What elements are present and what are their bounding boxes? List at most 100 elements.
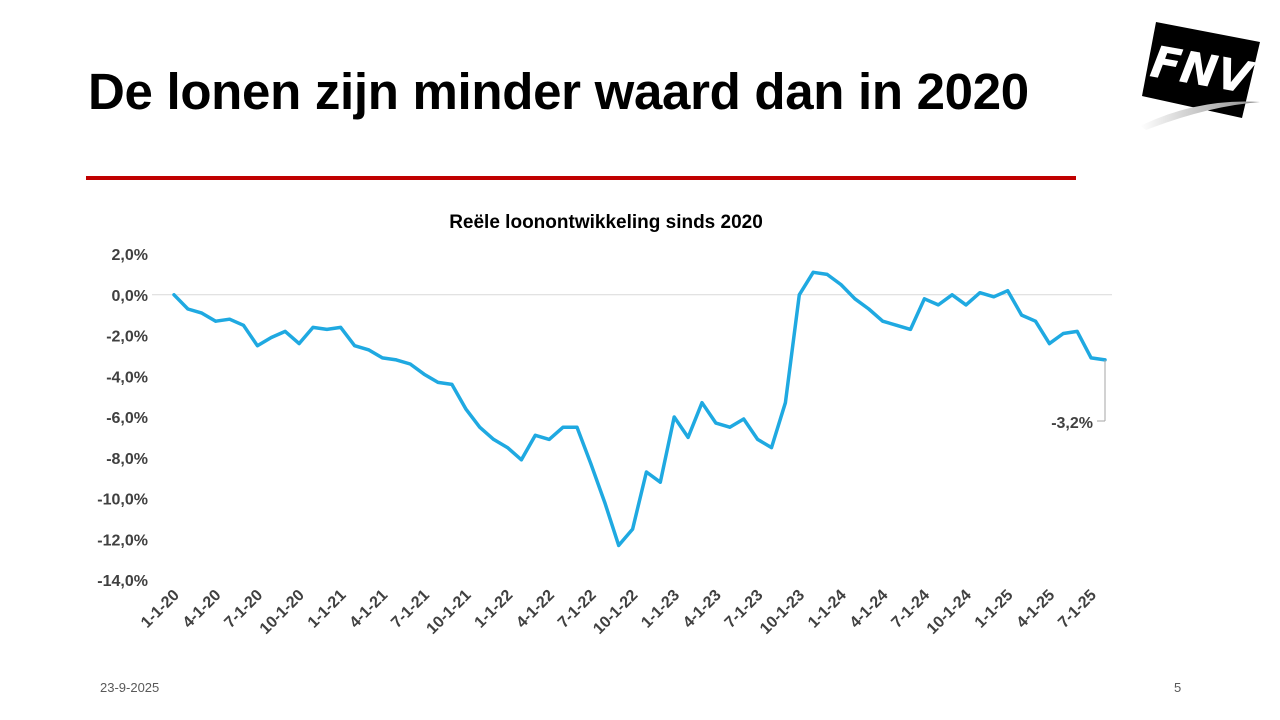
x-tick-label: 10-1-22 bbox=[590, 587, 641, 638]
data-point bbox=[964, 303, 968, 307]
data-point bbox=[797, 293, 801, 297]
data-point bbox=[867, 307, 871, 311]
data-point bbox=[367, 348, 370, 352]
data-point bbox=[255, 344, 259, 348]
x-tick-label: 1-1-21 bbox=[305, 587, 350, 632]
data-point bbox=[978, 291, 982, 295]
data-point bbox=[450, 382, 454, 386]
data-point bbox=[770, 446, 773, 450]
data-point bbox=[672, 415, 676, 419]
data-point bbox=[1034, 319, 1037, 323]
data-label-last: -3,2% bbox=[1051, 415, 1093, 432]
x-tick-label: 10-1-21 bbox=[424, 587, 475, 638]
data-point bbox=[380, 356, 384, 360]
x-tick-label: 10-1-24 bbox=[924, 587, 975, 638]
x-tick-label: 1-1-24 bbox=[805, 587, 850, 632]
data-point bbox=[839, 283, 843, 287]
data-point bbox=[353, 344, 357, 348]
y-tick-label: -2,0% bbox=[106, 329, 148, 346]
x-tick-label: 7-1-25 bbox=[1055, 587, 1100, 632]
data-point bbox=[936, 303, 940, 307]
y-tick-label: -8,0% bbox=[106, 451, 148, 468]
data-point bbox=[1006, 289, 1010, 293]
x-tick-label: 1-1-25 bbox=[972, 587, 1017, 632]
x-tick-label: 4-1-24 bbox=[847, 587, 892, 632]
chart-title: Reële loonontwikkeling sinds 2020 bbox=[449, 212, 763, 233]
data-point bbox=[172, 293, 176, 297]
data-point bbox=[394, 358, 398, 362]
data-point bbox=[756, 437, 760, 441]
data-point bbox=[603, 501, 607, 505]
y-tick-label: 0,0% bbox=[112, 288, 148, 305]
data-point bbox=[992, 295, 996, 299]
data-point bbox=[589, 462, 593, 466]
data-point bbox=[853, 297, 857, 301]
fnv-logo: FNV bbox=[1140, 22, 1260, 130]
data-point bbox=[297, 342, 301, 346]
series-line bbox=[172, 270, 1107, 548]
data-point bbox=[492, 437, 496, 441]
data-point bbox=[631, 527, 635, 531]
data-point bbox=[422, 372, 426, 376]
data-point bbox=[742, 417, 746, 421]
data-point bbox=[1089, 356, 1093, 360]
data-point bbox=[728, 425, 732, 429]
data-point bbox=[200, 311, 204, 315]
page-number: 5 bbox=[1174, 680, 1182, 695]
data-point bbox=[561, 425, 565, 429]
data-point bbox=[186, 307, 190, 311]
data-point bbox=[922, 297, 926, 301]
slide-title: De lonen zijn minder waard dan in 2020 bbox=[88, 63, 1029, 120]
data-point bbox=[811, 270, 815, 274]
data-point bbox=[436, 380, 440, 384]
footer-date: 23-9-2025 bbox=[100, 680, 160, 695]
data-point bbox=[825, 272, 829, 276]
data-point bbox=[1020, 313, 1024, 317]
data-point bbox=[228, 317, 232, 321]
data-point bbox=[644, 470, 648, 474]
data-point bbox=[311, 325, 315, 329]
data-point bbox=[478, 425, 482, 429]
data-point bbox=[575, 425, 579, 429]
data-point bbox=[519, 458, 523, 462]
data-point bbox=[464, 407, 468, 411]
data-point bbox=[714, 421, 718, 425]
data-point bbox=[269, 336, 273, 339]
x-tick-label: 4-1-21 bbox=[347, 587, 392, 632]
data-point bbox=[339, 325, 343, 329]
data-point bbox=[283, 329, 287, 333]
x-tick-label: 10-1-20 bbox=[257, 587, 308, 638]
y-tick-label: -6,0% bbox=[106, 410, 148, 427]
x-tick-label: 1-1-20 bbox=[138, 587, 183, 632]
data-point bbox=[408, 362, 412, 366]
data-point bbox=[242, 323, 245, 327]
data-point bbox=[881, 319, 885, 323]
data-point bbox=[547, 437, 551, 441]
data-point bbox=[1061, 332, 1065, 335]
y-tick-label: -12,0% bbox=[97, 532, 148, 549]
y-tick-label: 2,0% bbox=[112, 247, 148, 264]
data-point bbox=[950, 293, 954, 297]
title-divider bbox=[86, 176, 1076, 180]
x-tick-label: 4-1-23 bbox=[680, 587, 725, 632]
data-point bbox=[686, 435, 690, 439]
data-point bbox=[909, 327, 912, 331]
data-point bbox=[783, 401, 787, 405]
x-tick-label: 1-1-22 bbox=[472, 587, 517, 632]
data-point bbox=[895, 323, 899, 327]
data-point bbox=[1103, 358, 1107, 362]
data-point bbox=[506, 446, 509, 450]
data-point bbox=[325, 327, 329, 331]
data-point bbox=[214, 319, 218, 323]
data-point bbox=[658, 480, 662, 484]
data-point bbox=[533, 433, 537, 437]
y-tick-label: -10,0% bbox=[97, 492, 148, 509]
y-tick-label: -14,0% bbox=[97, 573, 148, 590]
x-tick-label: 4-1-25 bbox=[1014, 587, 1059, 632]
x-tick-label: 10-1-23 bbox=[757, 587, 808, 638]
x-tick-label: 1-1-23 bbox=[638, 587, 683, 632]
data-point bbox=[700, 401, 704, 405]
data-point bbox=[1075, 329, 1079, 333]
y-tick-label: -4,0% bbox=[106, 369, 148, 386]
